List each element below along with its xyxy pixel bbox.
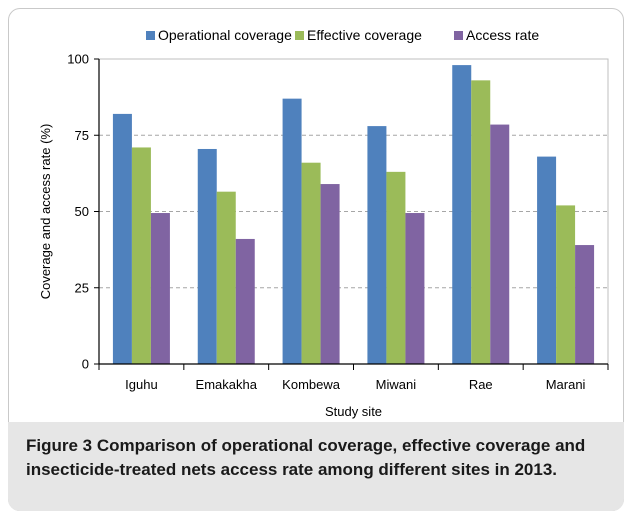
bar — [537, 156, 557, 364]
bar — [490, 124, 510, 364]
caption-text: Comparison of operational coverage, effe… — [26, 436, 586, 479]
legend-swatch — [454, 31, 463, 40]
bar — [301, 162, 321, 364]
y-tick-label: 100 — [67, 52, 89, 67]
y-tick-label: 50 — [75, 204, 89, 219]
y-tick-label: 75 — [75, 128, 89, 143]
bar — [131, 147, 151, 364]
figure-label: Figure 3 — [26, 436, 93, 455]
legend-swatch — [295, 31, 304, 40]
y-tick-label: 25 — [75, 280, 89, 295]
legend-label: Operational coverage — [158, 27, 292, 43]
bar — [452, 65, 472, 364]
legend-swatch — [146, 31, 155, 40]
legend-label: Effective coverage — [307, 27, 422, 43]
x-axis-title: Study site — [325, 404, 382, 419]
bar — [575, 245, 595, 364]
y-axis-title: Coverage and access rate (%) — [38, 124, 53, 300]
legend-label: Access rate — [466, 27, 539, 43]
bar-chart: 0 25 50 75 100 Iguhu Emakakha Kombewa Miwani Rae M… — [38, 27, 609, 419]
bar — [112, 113, 132, 365]
x-tick-label: Emakakha — [196, 377, 258, 392]
bar — [556, 205, 576, 364]
bar — [386, 171, 406, 364]
x-tick-label: Rae — [469, 377, 493, 392]
x-tick-label: Kombewa — [282, 377, 341, 392]
bar — [150, 213, 170, 364]
bar — [197, 148, 217, 364]
bar — [471, 80, 491, 364]
x-tick-label: Marani — [546, 377, 586, 392]
bar — [235, 238, 255, 364]
bar — [405, 213, 425, 364]
y-tick-label: 0 — [82, 357, 89, 372]
bar — [216, 191, 236, 364]
x-tick-label: Miwani — [376, 377, 417, 392]
bar — [367, 126, 387, 364]
bar — [320, 184, 340, 364]
x-tick-label: Iguhu — [125, 377, 158, 392]
figure-caption: Figure 3 Comparison of operational cover… — [8, 422, 624, 511]
bar — [282, 98, 302, 365]
